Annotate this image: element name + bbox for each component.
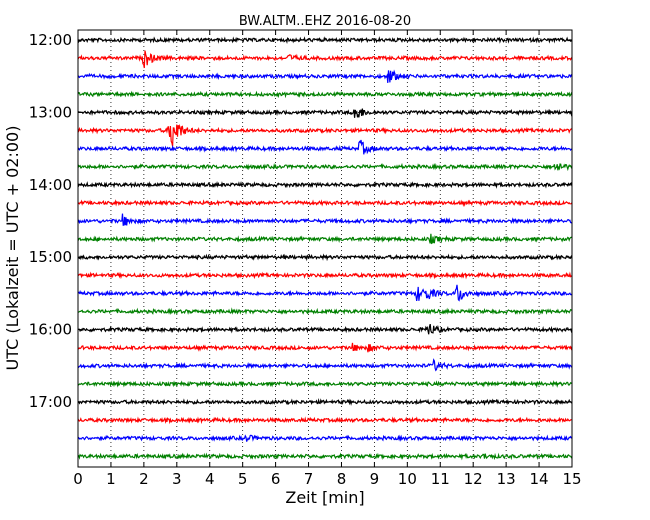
x-tick-label: 7 bbox=[304, 470, 314, 488]
x-tick-label: 15 bbox=[562, 470, 581, 488]
x-tick-label: 12 bbox=[464, 470, 483, 488]
trace-line bbox=[77, 162, 573, 172]
trace-line bbox=[77, 323, 573, 335]
trace-line bbox=[77, 416, 573, 425]
trace-line bbox=[77, 233, 573, 245]
plot-frame bbox=[77, 29, 573, 468]
trace-line bbox=[77, 123, 573, 147]
trace-line bbox=[77, 434, 573, 442]
x-axis-ticks: 0 1 2 3 4 5 6 7 8 9 10 11 12 13 14 15 bbox=[73, 30, 582, 488]
trace-line bbox=[77, 452, 573, 461]
y-tick-label: 12:00 bbox=[29, 31, 72, 49]
trace-line bbox=[77, 213, 573, 226]
trace-line bbox=[77, 380, 573, 389]
x-tick-label: 8 bbox=[337, 470, 347, 488]
trace-line bbox=[77, 342, 573, 353]
y-tick-label: 16:00 bbox=[29, 321, 72, 339]
x-tick-label: 11 bbox=[431, 470, 450, 488]
x-tick-label: 3 bbox=[172, 470, 182, 488]
trace-line bbox=[77, 199, 573, 207]
trace-line bbox=[77, 307, 573, 316]
trace-line bbox=[77, 284, 573, 302]
x-tick-label: 4 bbox=[205, 470, 215, 488]
x-tick-label: 9 bbox=[370, 470, 380, 488]
y-tick-label: 13:00 bbox=[29, 103, 72, 121]
y-axis-ticks: 12:00 13:00 14:00 15:00 16:00 17:00 bbox=[29, 31, 572, 411]
y-tick-label: 14:00 bbox=[29, 176, 72, 194]
x-tick-label: 1 bbox=[106, 470, 116, 488]
x-axis-label: Zeit [min] bbox=[285, 488, 364, 507]
trace-line bbox=[77, 90, 573, 99]
x-tick-label: 0 bbox=[73, 470, 83, 488]
x-tick-label: 14 bbox=[530, 470, 549, 488]
trace-rows bbox=[77, 36, 573, 461]
y-tick-label: 15:00 bbox=[29, 248, 72, 266]
trace-line bbox=[77, 36, 573, 45]
x-tick-label: 10 bbox=[398, 470, 417, 488]
chart-title: BW.ALTM..EHZ 2016-08-20 bbox=[239, 14, 411, 29]
x-tick-label: 13 bbox=[497, 470, 516, 488]
trace-line bbox=[77, 50, 573, 69]
x-tick-label: 5 bbox=[238, 470, 248, 488]
trace-line bbox=[77, 398, 573, 406]
y-axis-label: UTC (Lokalzeit = UTC + 02:00) bbox=[3, 126, 22, 371]
trace-line bbox=[77, 271, 573, 280]
gridlines bbox=[78, 30, 572, 467]
trace-line bbox=[77, 108, 573, 118]
trace-line bbox=[77, 139, 573, 155]
x-tick-label: 6 bbox=[271, 470, 281, 488]
trace-line bbox=[77, 69, 573, 83]
x-tick-label: 2 bbox=[139, 470, 149, 488]
trace-line bbox=[77, 253, 573, 262]
trace-line bbox=[77, 180, 573, 189]
trace-line bbox=[77, 358, 572, 372]
y-tick-label: 17:00 bbox=[29, 393, 72, 411]
